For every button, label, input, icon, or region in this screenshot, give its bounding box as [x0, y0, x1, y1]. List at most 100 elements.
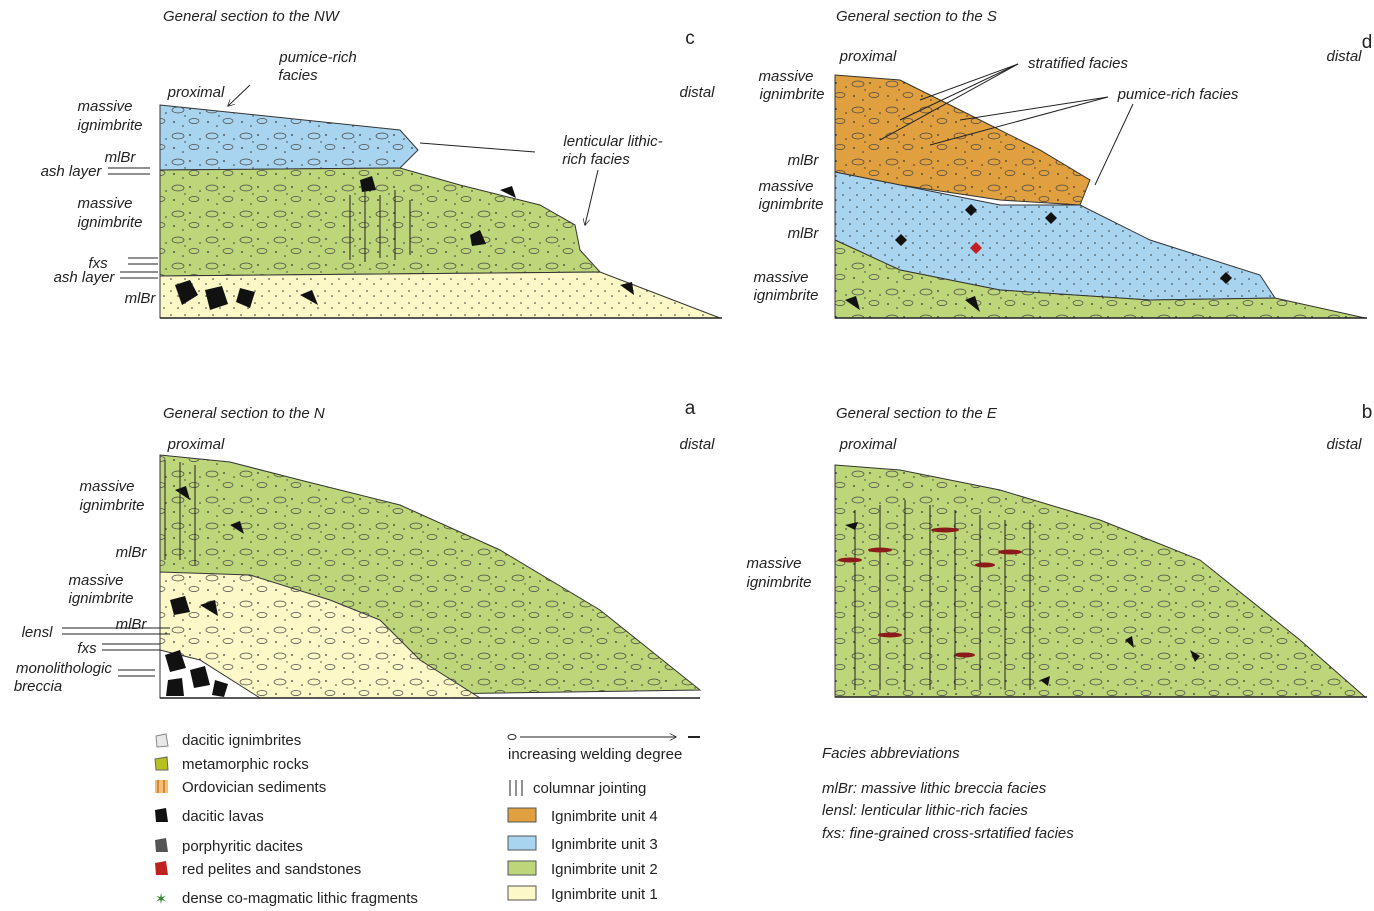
legend-swatch: [508, 836, 536, 850]
layer-label: ash layer: [54, 269, 116, 286]
decoration: [420, 143, 535, 152]
section-d-layers: [835, 75, 1367, 318]
layer-label: mlBr: [788, 225, 820, 242]
label-line: monolithologic: [16, 660, 112, 677]
layer-label: massiveignimbrite: [77, 98, 142, 134]
label-line: rich facies: [562, 151, 630, 168]
label-line: ignimbrite: [759, 86, 824, 103]
legend-swatch: [156, 734, 168, 747]
panel-title: General section to the NW: [163, 8, 341, 25]
layer-label: ash layer: [41, 163, 103, 180]
layer-label: mlBr: [116, 616, 148, 633]
decoration: [931, 528, 959, 533]
legend-swatch: [508, 861, 536, 875]
layer-label: mlBr: [116, 544, 148, 561]
proximal-label: proximal: [167, 84, 225, 101]
welding-icon: [508, 735, 516, 740]
proximal-label: proximal: [167, 436, 225, 453]
distal-label: distal: [1326, 436, 1362, 453]
decoration: [868, 548, 892, 553]
proximal-label: proximal: [839, 48, 897, 65]
decoration: [118, 670, 155, 676]
layer-label: massive ignimbrite: [79, 478, 144, 514]
label-line: ignimbrite: [758, 196, 823, 213]
decoration: [838, 558, 862, 563]
legend-label: increasing welding degree: [508, 746, 682, 763]
facies-item: mlBr: massive lithic breccia facies: [822, 780, 1047, 797]
unit-legend: increasing welding degree columnar joint…: [508, 735, 700, 904]
legend-label: columnar jointing: [533, 780, 646, 797]
layer-label: massiveignimbrite: [68, 572, 133, 607]
annotation: pumice-rich facies: [1117, 86, 1239, 103]
annotation: stratified facies: [1028, 55, 1129, 72]
decoration: [120, 272, 158, 278]
label-line: massive: [746, 555, 801, 572]
label-line: ignimbrite: [746, 574, 811, 591]
label-line: pumice-rich: [278, 49, 357, 66]
legend-label: dense co-magmatic lithic fragments: [182, 890, 418, 906]
panel-letter: d: [1362, 32, 1373, 53]
texture: [835, 465, 1365, 697]
facies-abbreviations: Facies abbreviations mlBr: massive lithi…: [822, 745, 1074, 842]
layer-label: mlBr: [788, 152, 820, 169]
label-line: ignimbrite: [68, 590, 133, 607]
decoration: [128, 258, 158, 264]
jointing-icon: [510, 780, 522, 796]
label-line: massive: [77, 195, 132, 212]
legend-swatch: [155, 780, 168, 793]
decoration: [878, 633, 902, 638]
panel-title: General section to the S: [836, 8, 997, 25]
panel-letter: a: [685, 398, 696, 419]
label-line: lenticular lithic-: [563, 133, 662, 150]
layer-label: monolithologicbreccia: [14, 660, 113, 695]
distal-label: distal: [679, 84, 715, 101]
decoration: [998, 550, 1022, 555]
page: { "panels": [ { "title": "General sectio…: [0, 0, 1374, 906]
legend-label: Ignimbrite unit 4: [551, 808, 658, 825]
decoration: [1095, 104, 1133, 185]
legend-label: dacitic lavas: [182, 808, 264, 825]
legend-label: porphyritic dacites: [182, 838, 303, 855]
layer-label: massiveignimbrite: [77, 195, 142, 231]
legend-label: Ignimbrite unit 2: [551, 861, 658, 878]
proximal-label: proximal: [839, 436, 897, 453]
distal-label: distal: [679, 436, 715, 453]
label-line: breccia: [14, 678, 62, 695]
label-line: massive: [753, 269, 808, 286]
decoration: [102, 644, 160, 650]
label-line: massive: [79, 478, 134, 495]
decoration: [955, 653, 975, 658]
layer-label: mlBr: [125, 290, 157, 307]
legend-swatch: [155, 861, 168, 875]
decoration: [108, 168, 150, 174]
decoration: [975, 563, 995, 568]
legend-label: dacitic ignimbrites: [182, 732, 301, 749]
legend-swatch: ✶: [155, 891, 168, 906]
label-line: massive: [77, 98, 132, 115]
facies-item: lensl: lenticular lithic-rich facies: [822, 802, 1028, 819]
distal-label: distal: [1326, 48, 1362, 65]
decoration: [228, 85, 250, 106]
texture: [160, 105, 418, 170]
facies-title: Facies abbreviations: [822, 745, 960, 762]
panel-title: General section to the E: [836, 405, 998, 422]
legend-label: Ignimbrite unit 3: [551, 836, 658, 853]
legend-label: red pelites and sandstones: [182, 861, 361, 878]
legend-swatch: [155, 808, 168, 822]
layer-label: massive ignimbrite: [746, 555, 811, 591]
legend-swatch: [155, 838, 168, 852]
layer-label: lensl: [22, 624, 54, 641]
facies-item: fxs: fine-grained cross-srtatified facie…: [822, 825, 1074, 842]
section-b-layers: [835, 465, 1367, 697]
label-line: massive: [758, 68, 813, 85]
label-line: ignimbrite: [79, 497, 144, 514]
label-line: ignimbrite: [753, 287, 818, 304]
decoration: [920, 64, 1018, 100]
legend-swatch: [155, 757, 168, 770]
rock-legend: ✶ dacitic ignimbrites metamorphic rocks …: [155, 732, 418, 906]
legend-label: metamorphic rocks: [182, 756, 309, 773]
label-line: facies: [278, 67, 318, 84]
